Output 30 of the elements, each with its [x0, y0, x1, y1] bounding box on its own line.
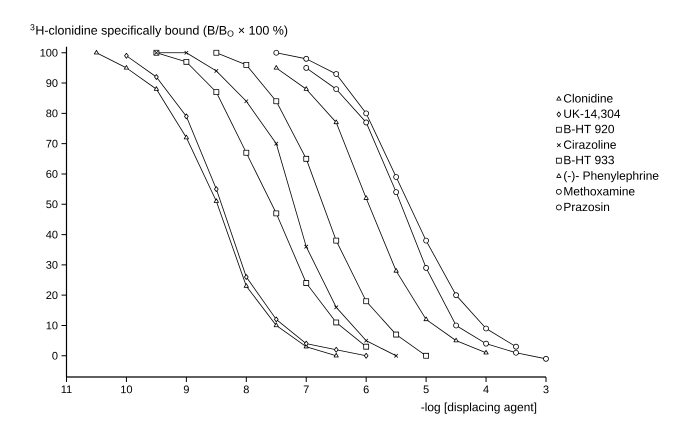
x-axis-title: -log [displacing agent] [421, 402, 536, 414]
y-tick-label: 70 [46, 140, 58, 148]
legend-label: Clonidine [564, 94, 613, 103]
y-tick-label: 100 [40, 48, 58, 57]
y-tick-label: 0 [52, 352, 58, 360]
x-tick-label: 9 [184, 386, 189, 394]
x-tick-label: 8 [244, 386, 249, 394]
y-tick-label: 60 [46, 170, 58, 178]
y-tick-label: 80 [46, 109, 58, 118]
legend-label: Prazosin [564, 202, 610, 212]
y-tick-label: 10 [46, 322, 58, 330]
y-tick-label: 50 [46, 200, 58, 208]
legend-label: B-HT 933 [564, 156, 614, 164]
y-tick-label: 90 [46, 79, 58, 87]
legend-label: B-HT 920 [564, 124, 614, 134]
y-tick-label: 20 [46, 291, 58, 300]
x-tick-label: 4 [483, 386, 489, 394]
legend-label: Cirazoline [564, 140, 616, 149]
x-tick-label: 5 [424, 386, 429, 394]
legend-label: UK-14,304 [564, 109, 620, 120]
x-tick-label: 11 [62, 386, 72, 394]
y-tick-label: 30 [46, 261, 58, 269]
legend-label: Methoxamine [564, 186, 635, 196]
x-tick-label: 3 [543, 386, 549, 394]
legend-label: (-)- Phenylephrine [564, 171, 658, 182]
y-axis-title: $^{3}$H-clonidine specifically bound (B/B$_{O}$ × 100 %) [30, 24, 288, 38]
x-tick-label: 6 [364, 386, 369, 394]
y-tick-label: 40 [46, 230, 58, 238]
x-tick-label: 7 [304, 386, 309, 394]
x-tick-label: 10 [121, 386, 132, 394]
